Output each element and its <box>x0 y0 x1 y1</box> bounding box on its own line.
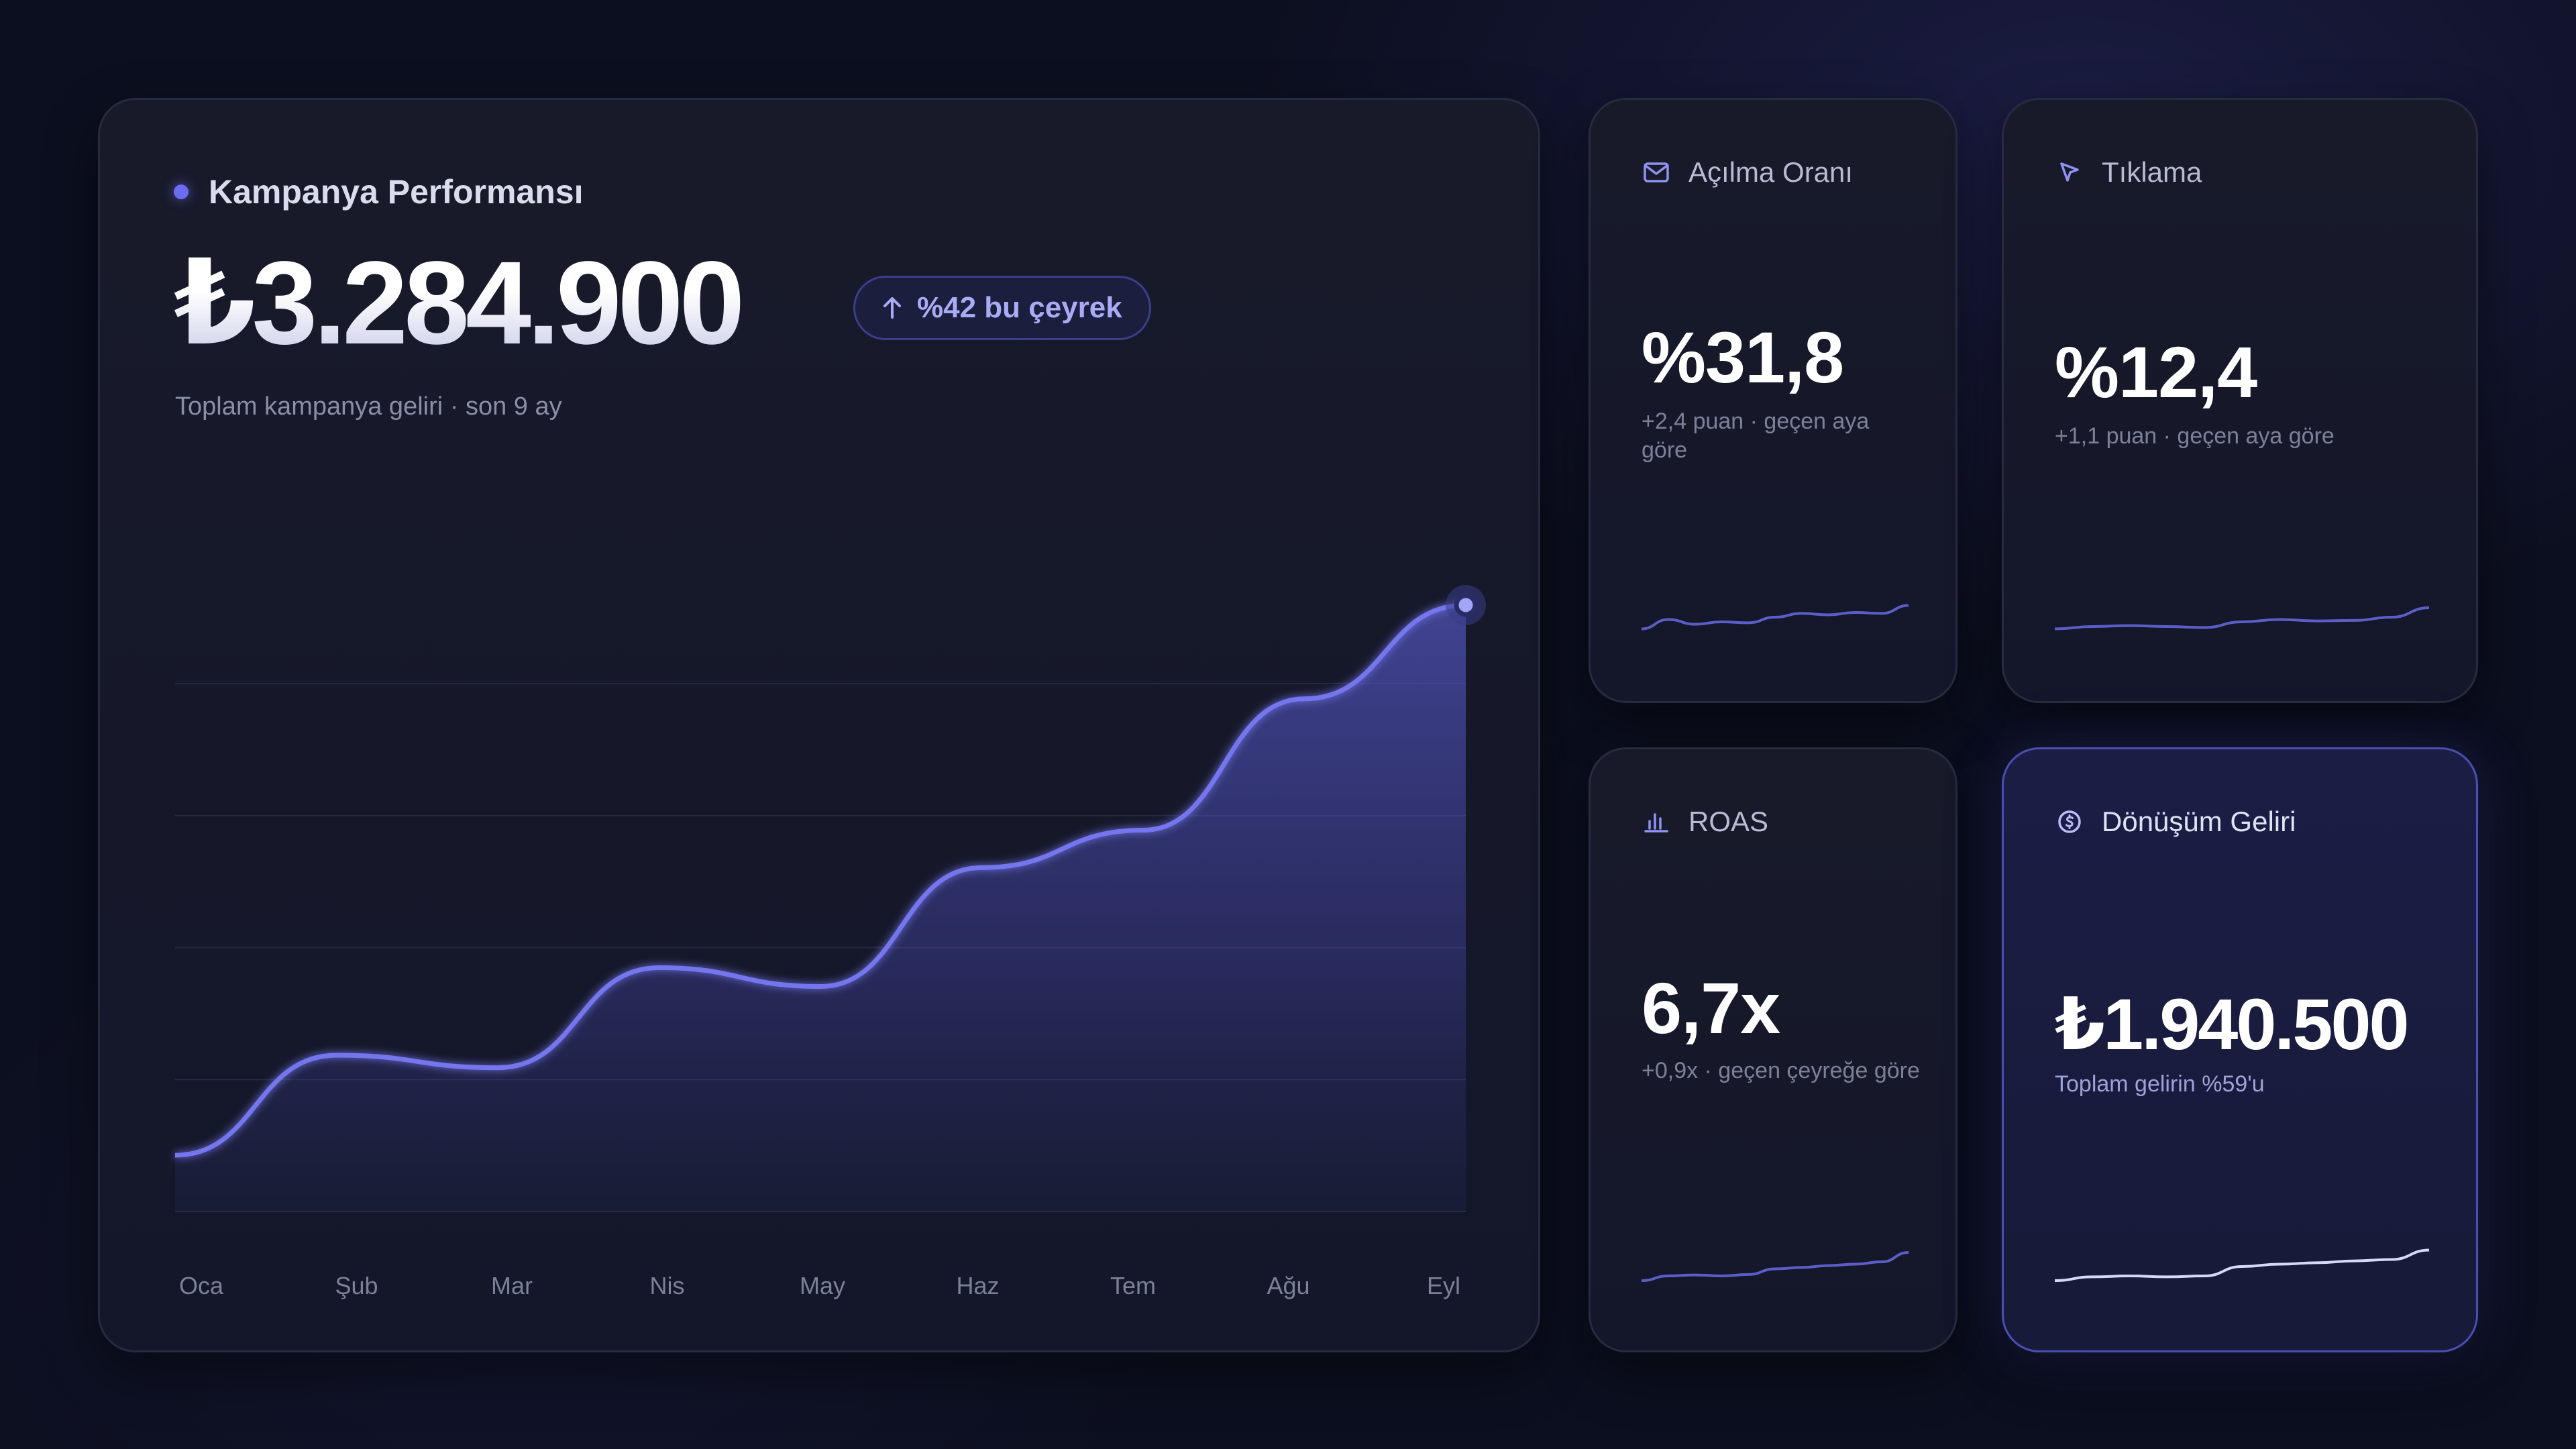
bar-chart-icon <box>1642 807 1671 837</box>
kpi-sub: Toplam gelirin %59'u <box>2055 1071 2265 1097</box>
kpi-header: Açılma Oranı <box>1642 156 1853 189</box>
sparkline <box>2054 606 2430 631</box>
kpi-title: Tıklama <box>2102 156 2202 188</box>
total-revenue-value: ₺3.284.900 <box>174 237 745 369</box>
kpi-header: ROAS <box>1642 806 1768 838</box>
kpi-sub: +0,9x · geçen çeyreğe göre <box>1642 1058 1920 1083</box>
dollar-circle-icon <box>2055 807 2084 837</box>
revenue-line <box>174 602 1466 1158</box>
revenue-area-chart: Oca Şub Mar Nis May Haz Tem Ağu Eyl <box>174 584 1486 1299</box>
revenue-area <box>175 604 1466 1212</box>
x-axis-label: Eyl <box>1427 1272 1460 1299</box>
open-rate-card: Açılma Oranı %31,8 +2,4 puan · geçen aya… <box>1589 98 1957 703</box>
kpi-header: Dönüşüm Geliri <box>2055 806 2296 838</box>
x-axis-label: Şub <box>335 1272 378 1299</box>
card-header: Kampanya Performansı <box>174 172 584 211</box>
kpi-value: 6,7x <box>1642 967 1780 1049</box>
kpi-value: ₺1.940.500 <box>2055 983 2410 1065</box>
kpi-title: Dönüşüm Geliri <box>2102 806 2296 837</box>
kpi-title: ROAS <box>1688 806 1769 837</box>
card-title: Kampanya Performansı <box>209 173 584 211</box>
clicks-card: Tıklama %12,4 +1,1 puan · geçen aya göre <box>2002 98 2478 703</box>
sparkline-path <box>2054 606 2430 631</box>
x-axis-label: Tem <box>1110 1272 1156 1299</box>
trend-badge: %42 bu çeyrek <box>853 276 1151 340</box>
kpi-value: %31,8 <box>1642 317 1844 398</box>
kpi-sub: +1,1 puan · geçen aya göre <box>2055 423 2334 449</box>
x-axis-label: Nis <box>650 1272 685 1299</box>
x-axis-label: Oca <box>179 1272 224 1299</box>
accent-dot-icon <box>174 184 189 199</box>
card-subtitle: Toplam kampanya geliri · son 9 ay <box>175 392 562 421</box>
trend-badge-label: %42 bu çeyrek <box>917 291 1122 324</box>
x-axis-label: May <box>800 1272 845 1299</box>
kpi-value: %12,4 <box>2055 331 2257 413</box>
x-axis-label: Haz <box>956 1272 999 1299</box>
data-point[interactable] <box>1454 593 1478 617</box>
roas-card: ROAS 6,7x +0,9x · geçen çeyreğe göre <box>1589 747 1957 1352</box>
arrow-up-icon <box>882 297 902 319</box>
sparkline <box>1641 604 1909 631</box>
conversion-revenue-card: Dönüşüm Geliri ₺1.940.500 Toplam gelirin… <box>2002 747 2478 1352</box>
kpi-header: Tıklama <box>2055 156 2202 189</box>
sparkline-path <box>2054 1248 2430 1282</box>
kpi-title: Açılma Oranı <box>1688 156 1854 188</box>
kpi-sub: +2,4 puan · geçen aya göre <box>1642 409 1870 463</box>
sparkline-path <box>1641 604 1909 631</box>
sparkline <box>1641 1251 1909 1282</box>
campaign-performance-card: Oca Şub Mar Nis May Haz Tem Ağu Eyl Kampanya Per… <box>98 98 1540 1352</box>
cursor-icon <box>2055 158 2084 187</box>
sparkline-path <box>1641 1251 1909 1282</box>
sparkline <box>2054 1248 2430 1282</box>
x-axis-label: Ağu <box>1267 1272 1309 1299</box>
x-axis-label: Mar <box>491 1272 533 1299</box>
mail-icon <box>1642 158 1671 187</box>
